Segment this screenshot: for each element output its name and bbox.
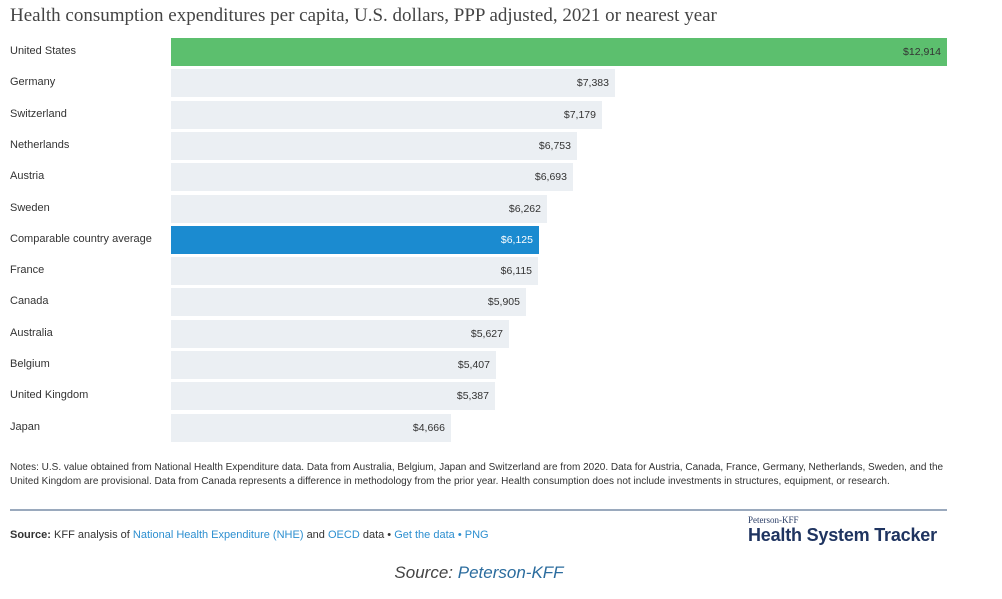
category-label: Japan: [10, 420, 40, 433]
category-label: Comparable country average: [10, 232, 152, 245]
brand-main-text: Health System Tracker: [748, 525, 937, 545]
bar: [171, 257, 538, 286]
bar-value-label: $4,666: [412, 421, 445, 434]
bar-value-label: $5,387: [456, 390, 489, 403]
caption-link[interactable]: Peterson-KFF: [457, 563, 564, 582]
category-label: Australia: [10, 326, 53, 339]
category-label: United States: [10, 45, 77, 57]
brand-small-text: Peterson-KFF: [748, 515, 799, 525]
bar-value-label: $5,407: [457, 359, 490, 371]
get-data-link[interactable]: Get the data: [394, 529, 455, 541]
separator-dot: •: [457, 529, 462, 541]
bar: [171, 351, 496, 379]
bar: [171, 38, 947, 66]
bar-value-label: $6,262: [508, 202, 541, 215]
bar-value-label: $6,693: [534, 171, 567, 184]
caption-prefix: Source:: [394, 563, 454, 582]
bar: [171, 69, 615, 98]
bar-value-label: $6,115: [500, 265, 532, 278]
source-text: and: [306, 529, 325, 541]
brand-logo: Peterson-KFF Health System Tracker: [748, 515, 937, 546]
png-link[interactable]: PNG: [464, 529, 489, 541]
nhe-link[interactable]: National Health Expenditure (NHE): [132, 529, 304, 541]
bar: [171, 382, 495, 411]
bar: [171, 288, 526, 317]
category-label: Sweden: [10, 201, 50, 214]
bar-value-label: $7,383: [576, 77, 609, 90]
bar-value-label: $5,905: [487, 296, 520, 309]
bar-value-label: $12,914: [903, 46, 941, 58]
category-label: Netherlands: [10, 138, 70, 151]
image-caption: Source: Peterson-KFF: [0, 563, 958, 583]
category-label: Belgium: [10, 358, 50, 370]
bar-value-label: $6,125: [500, 233, 533, 246]
source-text: KFF analysis of: [54, 529, 130, 541]
source-line: Source: KFF analysis of National Health …: [10, 529, 489, 541]
oecd-link[interactable]: OECD: [327, 529, 360, 541]
bar-value-label: $7,179: [563, 108, 596, 121]
bar: [171, 100, 602, 129]
chart-title: Health consumption expenditures per capi…: [10, 5, 717, 26]
bar-value-label: $6,753: [538, 139, 571, 152]
bar: [171, 194, 547, 223]
bar-chart: United States $12,914 Germany $7,383 Switzer…: [10, 38, 947, 442]
category-label: Switzerland: [10, 107, 67, 120]
bar: [171, 225, 539, 254]
bar: [171, 131, 577, 160]
category-label: Austria: [10, 170, 45, 183]
bar: [171, 163, 573, 192]
source-label: Source:: [10, 529, 51, 541]
chart-notes: Notes: U.S. value obtained from National…: [10, 462, 944, 487]
category-label: France: [10, 264, 45, 277]
bar: [171, 319, 509, 348]
category-label: United Kingdom: [10, 389, 89, 402]
divider: [10, 509, 947, 511]
category-label: Germany: [10, 76, 56, 89]
bar: [171, 413, 451, 442]
category-label: Canada: [10, 295, 49, 308]
source-text: data •: [362, 529, 392, 541]
bar-value-label: $5,627: [470, 327, 503, 340]
